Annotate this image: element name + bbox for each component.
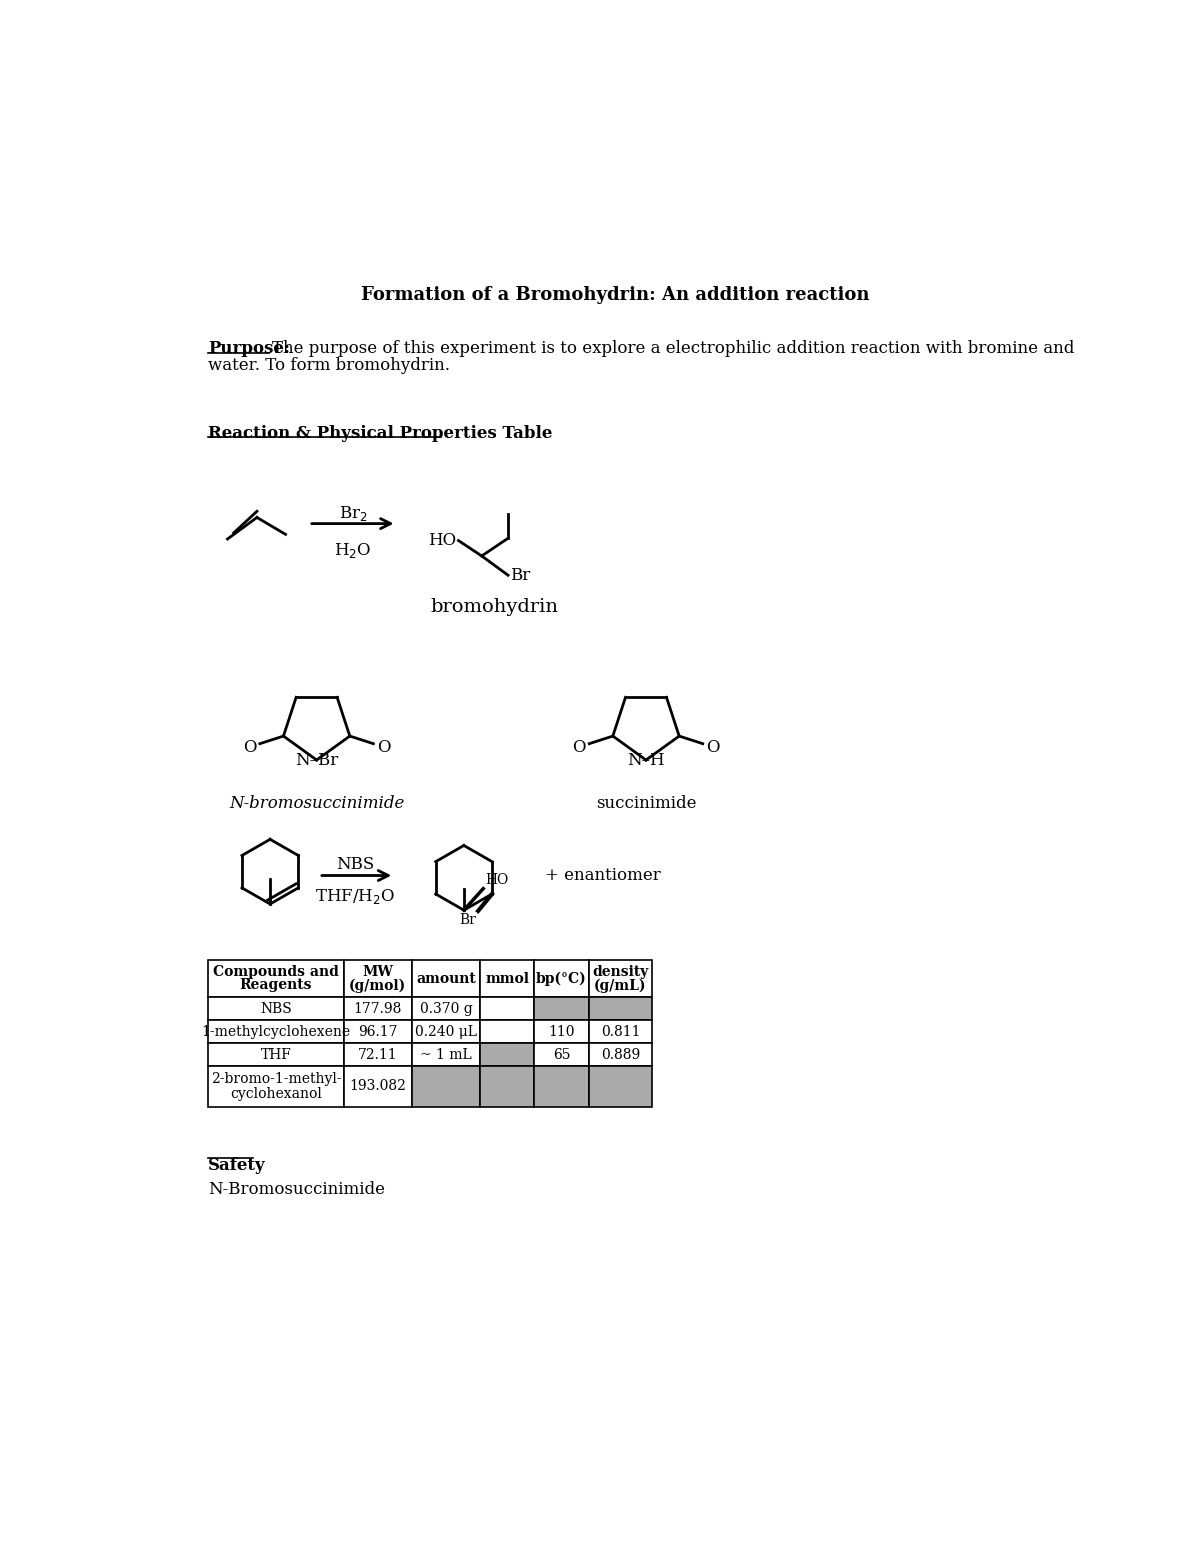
Text: Br$_2$: Br$_2$ bbox=[338, 503, 367, 523]
Bar bbox=[343, 997, 412, 1020]
Bar bbox=[480, 997, 534, 1020]
Bar bbox=[589, 997, 653, 1020]
Bar bbox=[534, 1067, 589, 1106]
Bar bbox=[343, 960, 412, 997]
Bar bbox=[412, 960, 480, 997]
Text: Reaction & Physical Properties Table: Reaction & Physical Properties Table bbox=[208, 426, 552, 443]
Bar bbox=[412, 1020, 480, 1044]
Text: succinimide: succinimide bbox=[595, 795, 696, 812]
Text: N-bromosuccinimide: N-bromosuccinimide bbox=[229, 795, 404, 812]
Text: MW: MW bbox=[362, 964, 394, 978]
Bar bbox=[480, 1020, 534, 1044]
Text: O: O bbox=[572, 739, 586, 755]
Text: + enantiomer: + enantiomer bbox=[545, 867, 661, 884]
Bar bbox=[589, 1020, 653, 1044]
Text: H$_2$O: H$_2$O bbox=[335, 540, 372, 559]
Text: water. To form bromohydrin.: water. To form bromohydrin. bbox=[208, 357, 450, 374]
Bar bbox=[343, 1044, 412, 1067]
Text: amount: amount bbox=[416, 972, 476, 986]
Bar bbox=[343, 1020, 412, 1044]
Bar bbox=[589, 960, 653, 997]
Text: O: O bbox=[707, 739, 720, 755]
Text: N-Bromosuccinimide: N-Bromosuccinimide bbox=[208, 1182, 385, 1199]
Bar bbox=[534, 1020, 589, 1044]
Text: Purpose:: Purpose: bbox=[208, 340, 290, 357]
Text: 177.98: 177.98 bbox=[354, 1002, 402, 1016]
Text: 193.082: 193.082 bbox=[349, 1079, 407, 1093]
Bar bbox=[589, 1044, 653, 1067]
Text: 96.17: 96.17 bbox=[358, 1025, 397, 1039]
Text: THF: THF bbox=[260, 1048, 292, 1062]
Bar bbox=[589, 1067, 653, 1106]
Text: density: density bbox=[593, 964, 649, 978]
Text: bromohydrin: bromohydrin bbox=[431, 598, 559, 617]
Text: Br: Br bbox=[510, 567, 530, 584]
Text: mmol: mmol bbox=[485, 972, 529, 986]
Text: Reagents: Reagents bbox=[240, 978, 312, 992]
Text: bp(°C): bp(°C) bbox=[536, 972, 587, 986]
Bar bbox=[480, 960, 534, 997]
Bar bbox=[534, 1044, 589, 1067]
Text: 1-methylcyclohexene: 1-methylcyclohexene bbox=[202, 1025, 350, 1039]
Text: (g/mol): (g/mol) bbox=[349, 978, 407, 992]
Bar bbox=[412, 1067, 480, 1106]
Text: 2-bromo-1-methyl-: 2-bromo-1-methyl- bbox=[211, 1072, 341, 1086]
Text: 72.11: 72.11 bbox=[358, 1048, 397, 1062]
Text: THF/H$_2$O: THF/H$_2$O bbox=[316, 887, 395, 905]
Bar bbox=[534, 960, 589, 997]
Text: cyclohexanol: cyclohexanol bbox=[230, 1087, 322, 1101]
Text: ~ 1 mL: ~ 1 mL bbox=[420, 1048, 472, 1062]
Bar bbox=[208, 1067, 343, 1106]
Text: Safety: Safety bbox=[208, 1157, 265, 1174]
Text: (g/mL): (g/mL) bbox=[594, 978, 647, 992]
Bar bbox=[343, 1067, 412, 1106]
Bar bbox=[208, 960, 343, 997]
Bar bbox=[208, 997, 343, 1020]
Text: N–H: N–H bbox=[628, 752, 665, 769]
Bar bbox=[480, 1044, 534, 1067]
Text: NBS: NBS bbox=[260, 1002, 292, 1016]
Text: Compounds and: Compounds and bbox=[214, 964, 338, 978]
Text: N–Br: N–Br bbox=[295, 752, 338, 769]
Text: HO: HO bbox=[428, 533, 456, 550]
Text: NBS: NBS bbox=[336, 856, 374, 873]
Bar bbox=[480, 1067, 534, 1106]
Text: 0.370 g: 0.370 g bbox=[420, 1002, 473, 1016]
Bar bbox=[208, 1020, 343, 1044]
Text: O: O bbox=[377, 739, 390, 755]
Bar bbox=[412, 997, 480, 1020]
Bar bbox=[412, 1044, 480, 1067]
Text: Formation of a Bromohydrin: An addition reaction: Formation of a Bromohydrin: An addition … bbox=[361, 286, 869, 304]
Text: HO: HO bbox=[486, 873, 509, 887]
Text: The purpose of this experiment is to explore a electrophilic addition reaction w: The purpose of this experiment is to exp… bbox=[271, 340, 1074, 357]
Bar bbox=[208, 1044, 343, 1067]
Text: 0.889: 0.889 bbox=[601, 1048, 640, 1062]
Bar bbox=[534, 997, 589, 1020]
Text: 65: 65 bbox=[553, 1048, 570, 1062]
Text: 0.811: 0.811 bbox=[601, 1025, 640, 1039]
Text: O: O bbox=[242, 739, 257, 755]
Text: 110: 110 bbox=[548, 1025, 575, 1039]
Text: 0.240 μL: 0.240 μL bbox=[415, 1025, 478, 1039]
Text: Br: Br bbox=[460, 913, 476, 927]
